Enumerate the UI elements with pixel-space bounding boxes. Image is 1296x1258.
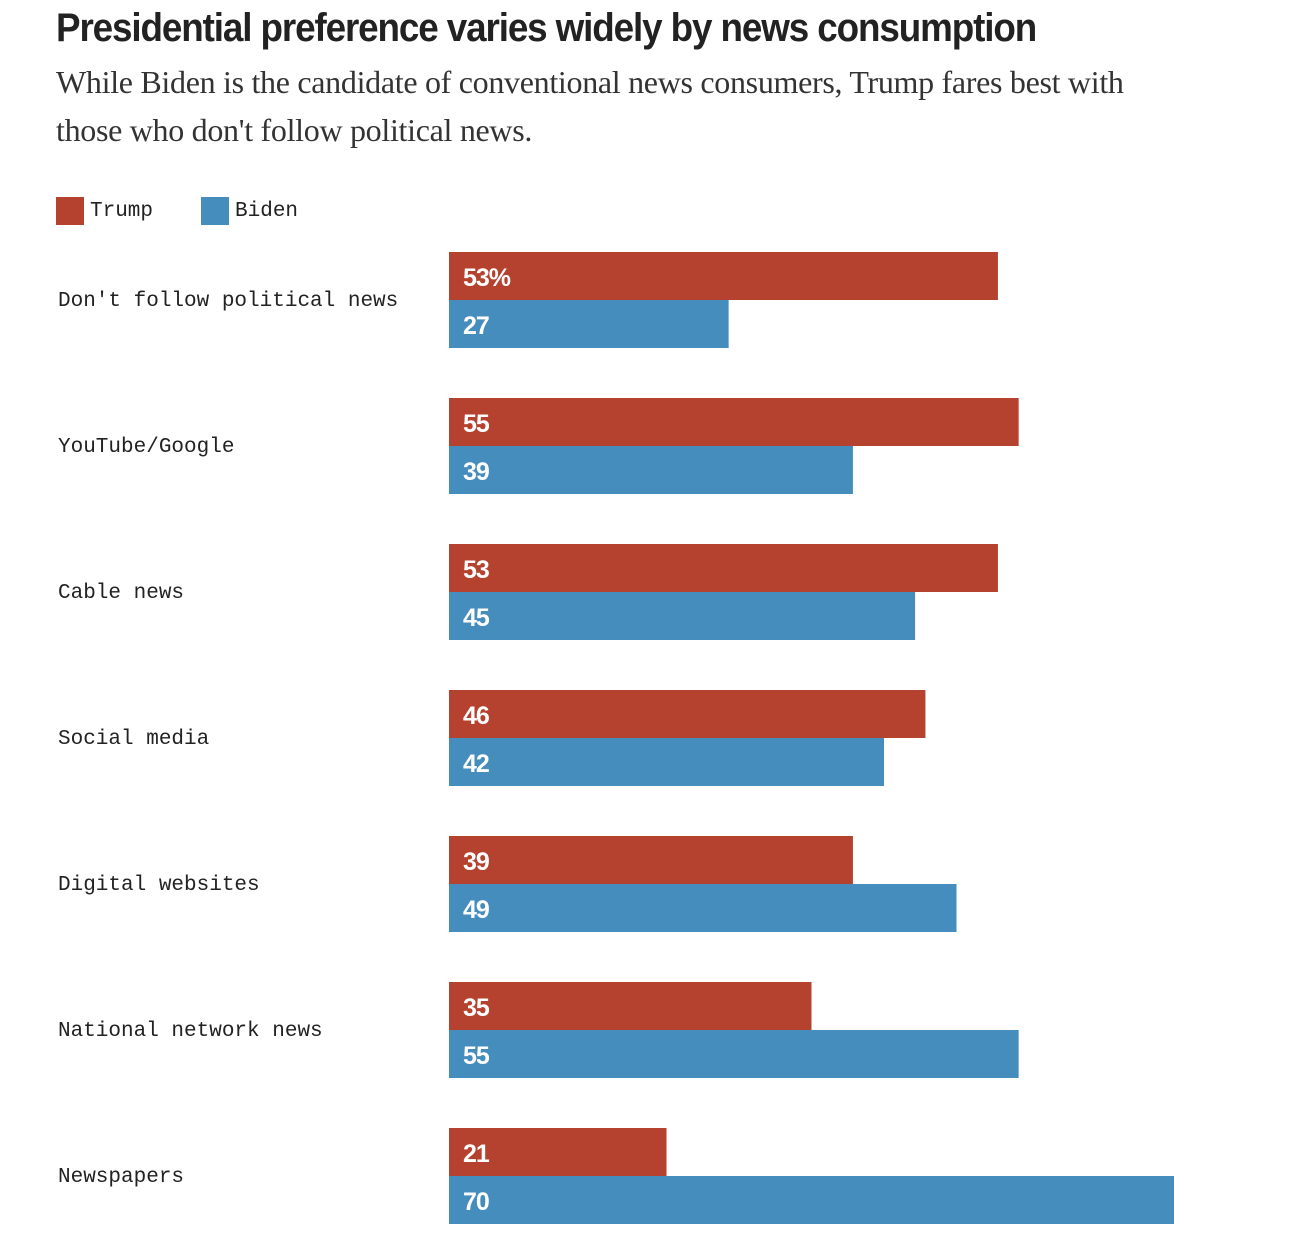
bar-trump bbox=[449, 398, 1019, 446]
bar-group-youtube-google: YouTube/Google 55 39 bbox=[58, 398, 1019, 494]
bar-trump bbox=[449, 982, 812, 1030]
value-label-biden: 70 bbox=[463, 1188, 489, 1216]
bar-biden bbox=[449, 592, 916, 640]
bar-biden bbox=[449, 1176, 1174, 1224]
value-label-biden: 42 bbox=[463, 750, 489, 778]
bar-trump bbox=[449, 836, 853, 884]
value-label-trump: 21 bbox=[463, 1140, 490, 1168]
chart-subtitle: While Biden is the candidate of conventi… bbox=[56, 64, 1124, 148]
value-label-biden: 39 bbox=[463, 458, 489, 486]
bar-group-newspapers: Newspapers 21 70 bbox=[58, 1128, 1174, 1224]
bar-biden bbox=[449, 738, 884, 786]
bar-biden bbox=[449, 300, 729, 348]
bar-group-don-t-follow-political-news: Don't follow political news 53% 27 bbox=[58, 252, 998, 348]
bar-biden bbox=[449, 1030, 1019, 1078]
category-label: Cable news bbox=[58, 582, 184, 605]
value-label-biden: 49 bbox=[463, 896, 489, 924]
legend-item-trump: Trump bbox=[56, 197, 153, 225]
legend: Trump Biden bbox=[56, 197, 346, 225]
bar-group-social-media: Social media 46 42 bbox=[58, 690, 926, 786]
category-label: National network news bbox=[58, 1020, 323, 1043]
category-label: Newspapers bbox=[58, 1166, 184, 1189]
category-label: YouTube/Google bbox=[58, 436, 234, 459]
value-label-trump: 46 bbox=[463, 702, 489, 730]
bar-trump bbox=[449, 252, 998, 300]
value-label-biden: 27 bbox=[463, 312, 489, 340]
value-label-biden: 45 bbox=[463, 604, 490, 632]
legend-swatch-biden bbox=[201, 197, 230, 225]
bar-biden bbox=[449, 446, 853, 494]
value-label-biden: 55 bbox=[463, 1042, 490, 1070]
bar-biden bbox=[449, 884, 957, 932]
bar-trump bbox=[449, 1128, 667, 1176]
bar-group-national-network-news: National network news 35 55 bbox=[58, 982, 1019, 1078]
legend-label-biden: Biden bbox=[235, 199, 299, 223]
bar-trump bbox=[449, 544, 998, 592]
category-label: Digital websites bbox=[58, 874, 260, 897]
bar-group-cable-news: Cable news 53 45 bbox=[58, 544, 998, 640]
value-label-trump: 53 bbox=[463, 556, 489, 584]
chart-title: Presidential preference varies widely by… bbox=[56, 6, 1037, 50]
legend-swatch-trump bbox=[56, 197, 84, 225]
legend-label-trump: Trump bbox=[90, 199, 154, 223]
value-label-trump: 55 bbox=[463, 410, 490, 438]
category-label: Don't follow political news bbox=[58, 290, 398, 313]
legend-item-biden: Biden bbox=[201, 197, 298, 225]
category-label: Social media bbox=[58, 728, 209, 751]
bar-trump bbox=[449, 690, 926, 738]
bar-group-digital-websites: Digital websites 39 49 bbox=[58, 836, 957, 932]
value-label-trump: 35 bbox=[463, 994, 490, 1022]
value-label-trump: 39 bbox=[463, 848, 489, 876]
value-label-trump: 53% bbox=[463, 264, 511, 292]
